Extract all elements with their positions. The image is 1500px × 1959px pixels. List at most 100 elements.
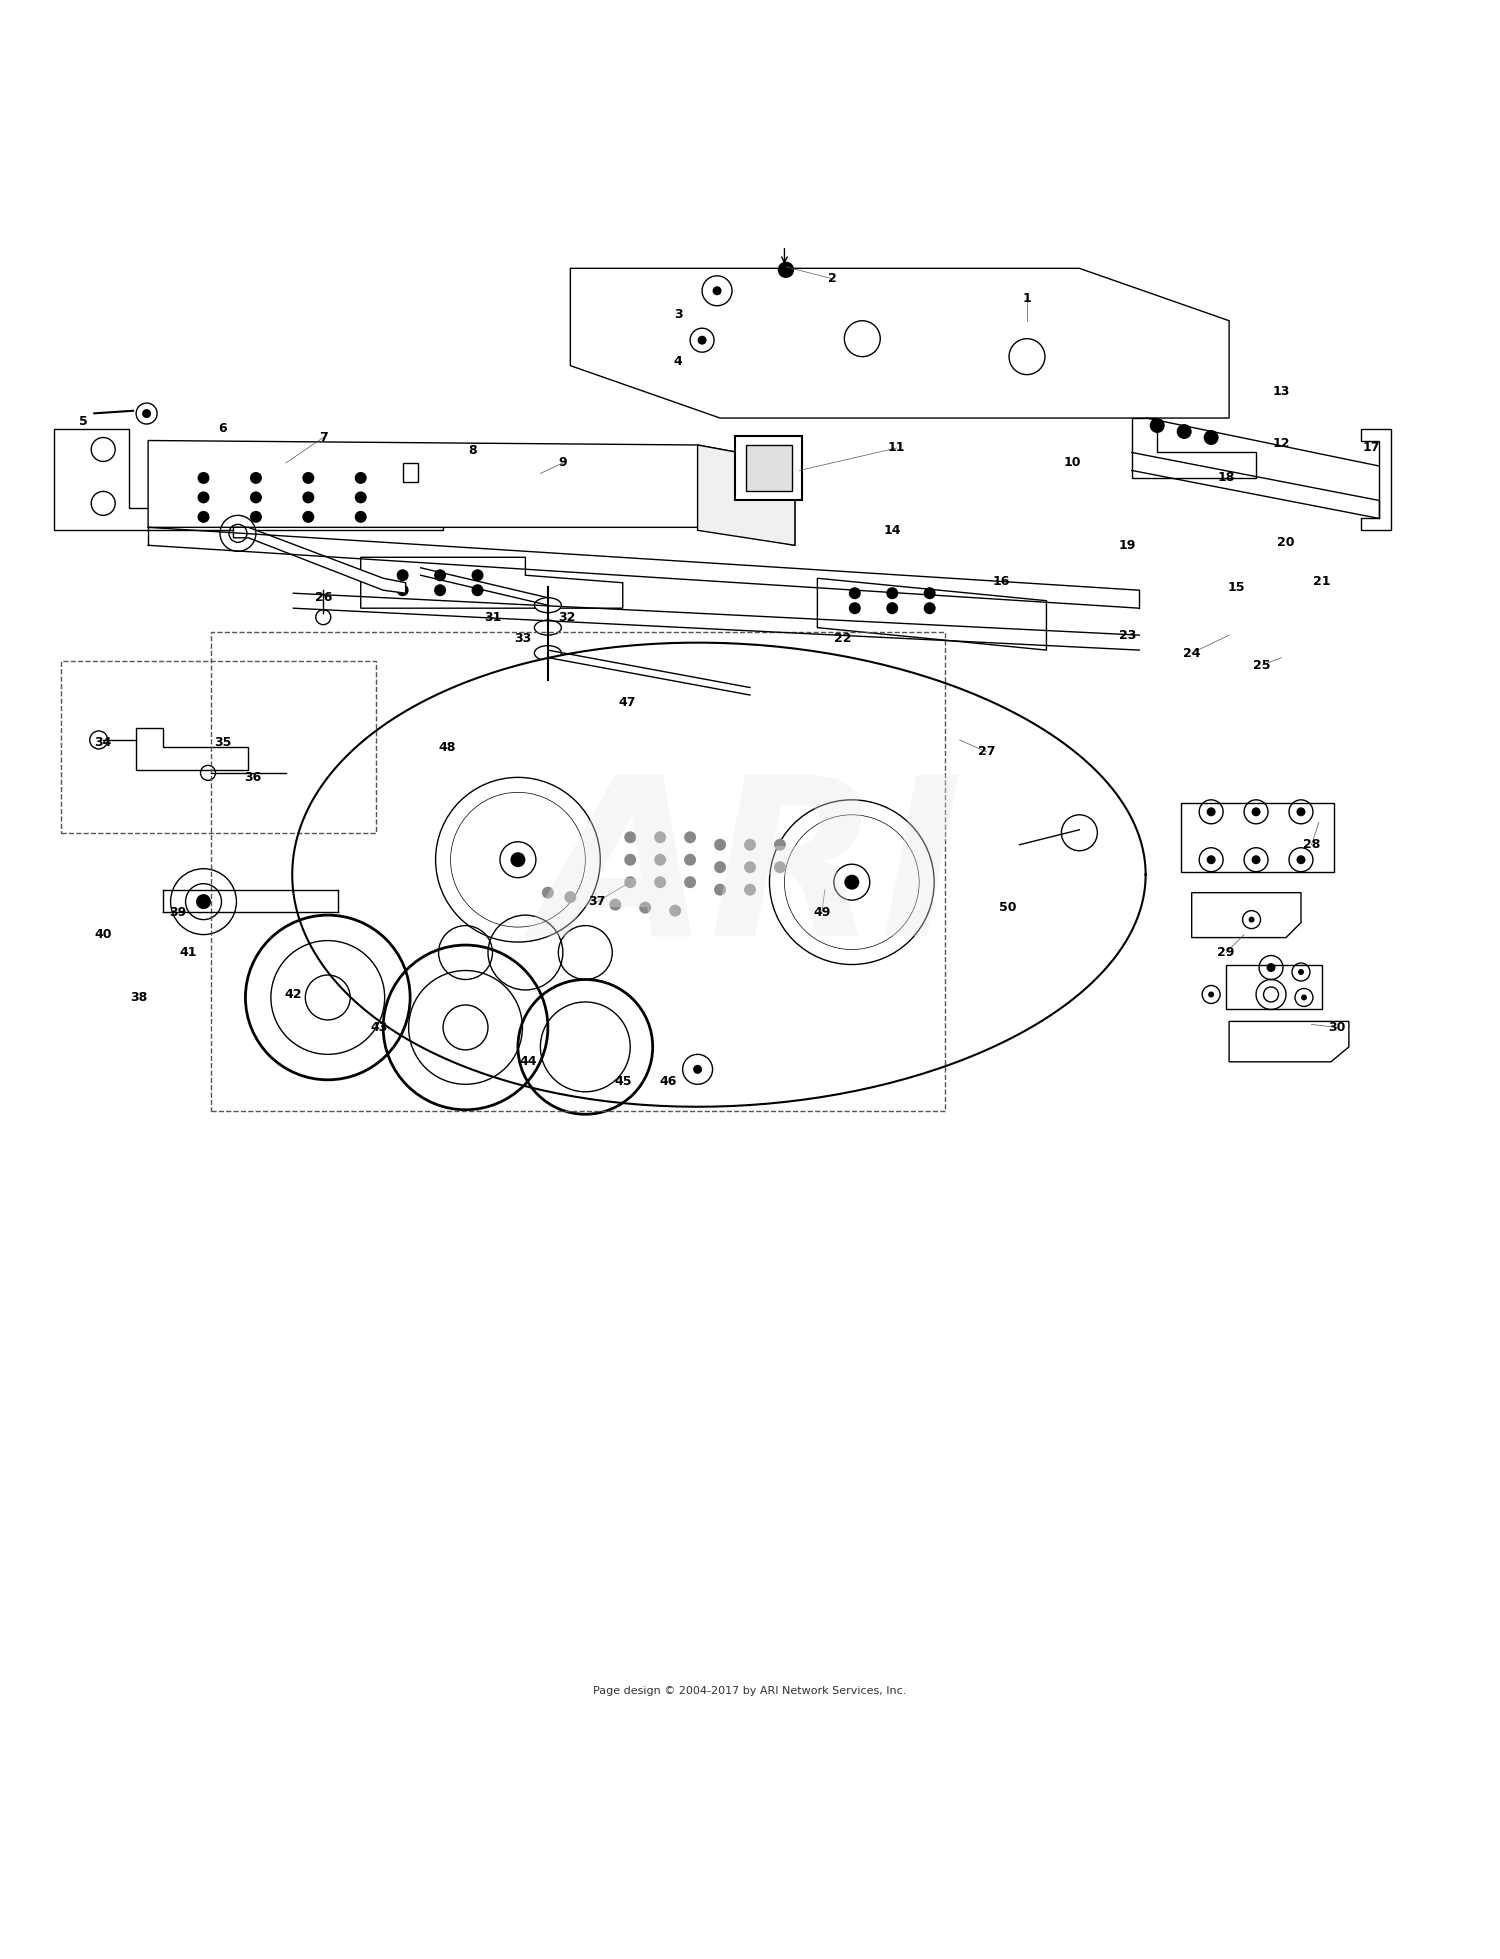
Polygon shape xyxy=(54,429,442,531)
Circle shape xyxy=(774,862,786,874)
Text: 38: 38 xyxy=(130,991,148,1003)
Circle shape xyxy=(684,876,696,887)
Circle shape xyxy=(198,472,210,484)
Text: 19: 19 xyxy=(1119,539,1136,552)
Circle shape xyxy=(684,854,696,866)
Polygon shape xyxy=(292,643,1146,1107)
Text: 7: 7 xyxy=(320,431,327,445)
Circle shape xyxy=(1251,856,1260,864)
Polygon shape xyxy=(735,437,802,500)
Text: 18: 18 xyxy=(1218,472,1234,484)
Circle shape xyxy=(693,1066,702,1074)
Circle shape xyxy=(396,570,408,582)
Text: 32: 32 xyxy=(558,611,576,623)
Text: 20: 20 xyxy=(1278,537,1294,549)
Circle shape xyxy=(354,472,366,484)
Polygon shape xyxy=(360,556,622,607)
Polygon shape xyxy=(570,268,1228,417)
Circle shape xyxy=(251,472,262,484)
Polygon shape xyxy=(402,462,417,482)
Circle shape xyxy=(471,584,483,596)
Polygon shape xyxy=(746,445,792,492)
Circle shape xyxy=(886,601,898,615)
Bar xyxy=(62,660,375,833)
Circle shape xyxy=(354,492,366,503)
Circle shape xyxy=(624,854,636,866)
Circle shape xyxy=(198,492,210,503)
Text: ARI: ARI xyxy=(537,768,963,981)
Polygon shape xyxy=(698,445,795,545)
Circle shape xyxy=(774,838,786,850)
Polygon shape xyxy=(818,578,1047,650)
Text: 42: 42 xyxy=(285,987,302,1001)
Text: 43: 43 xyxy=(370,1021,387,1034)
Circle shape xyxy=(844,876,859,889)
Text: Page design © 2004-2017 by ARI Network Services, Inc.: Page design © 2004-2017 by ARI Network S… xyxy=(594,1685,906,1696)
Text: 15: 15 xyxy=(1228,580,1245,594)
Circle shape xyxy=(684,831,696,842)
Text: 36: 36 xyxy=(244,772,261,784)
Polygon shape xyxy=(1132,417,1256,478)
Circle shape xyxy=(1206,807,1215,817)
Text: 25: 25 xyxy=(1254,658,1270,672)
Ellipse shape xyxy=(534,621,561,635)
Text: 23: 23 xyxy=(1119,629,1136,643)
Circle shape xyxy=(609,899,621,911)
Circle shape xyxy=(1176,423,1191,439)
Text: 1: 1 xyxy=(1023,292,1032,306)
Circle shape xyxy=(354,511,366,523)
Circle shape xyxy=(669,905,681,917)
Polygon shape xyxy=(148,441,795,545)
Text: 9: 9 xyxy=(558,456,567,470)
Text: 37: 37 xyxy=(588,895,606,909)
Text: 26: 26 xyxy=(315,592,332,603)
Circle shape xyxy=(396,584,408,596)
Circle shape xyxy=(624,876,636,887)
Circle shape xyxy=(1298,970,1304,976)
Text: 4: 4 xyxy=(674,355,682,368)
Circle shape xyxy=(1150,417,1164,433)
Text: 17: 17 xyxy=(1362,441,1380,454)
Polygon shape xyxy=(1180,803,1334,872)
Circle shape xyxy=(624,831,636,842)
Circle shape xyxy=(1251,807,1260,817)
Circle shape xyxy=(542,887,554,899)
Text: 22: 22 xyxy=(834,631,852,645)
Ellipse shape xyxy=(534,597,561,613)
Circle shape xyxy=(1266,964,1275,972)
Text: 33: 33 xyxy=(514,631,531,645)
Polygon shape xyxy=(1191,893,1300,938)
Circle shape xyxy=(654,854,666,866)
Text: 14: 14 xyxy=(884,523,902,537)
Text: 6: 6 xyxy=(219,421,228,435)
Ellipse shape xyxy=(534,646,561,660)
Circle shape xyxy=(714,862,726,874)
Polygon shape xyxy=(1226,964,1322,1009)
Text: 11: 11 xyxy=(888,441,906,454)
Circle shape xyxy=(654,876,666,887)
Circle shape xyxy=(849,601,861,615)
Polygon shape xyxy=(1360,429,1390,531)
Circle shape xyxy=(886,588,898,599)
Text: 5: 5 xyxy=(80,415,88,427)
Circle shape xyxy=(924,588,936,599)
Circle shape xyxy=(744,884,756,895)
Text: 16: 16 xyxy=(993,574,1010,588)
Circle shape xyxy=(744,838,756,850)
Text: 27: 27 xyxy=(978,746,996,758)
Circle shape xyxy=(714,884,726,895)
Text: 49: 49 xyxy=(813,905,831,919)
Circle shape xyxy=(1206,856,1215,864)
Circle shape xyxy=(303,472,315,484)
Bar xyxy=(211,633,945,1111)
Circle shape xyxy=(1296,807,1305,817)
Text: 34: 34 xyxy=(94,737,112,750)
Circle shape xyxy=(196,893,211,909)
Circle shape xyxy=(1300,995,1306,1001)
Circle shape xyxy=(924,601,936,615)
Circle shape xyxy=(654,831,666,842)
Text: 30: 30 xyxy=(1328,1021,1346,1034)
Text: 29: 29 xyxy=(1218,946,1234,960)
Circle shape xyxy=(849,588,861,599)
Text: 13: 13 xyxy=(1274,384,1290,398)
